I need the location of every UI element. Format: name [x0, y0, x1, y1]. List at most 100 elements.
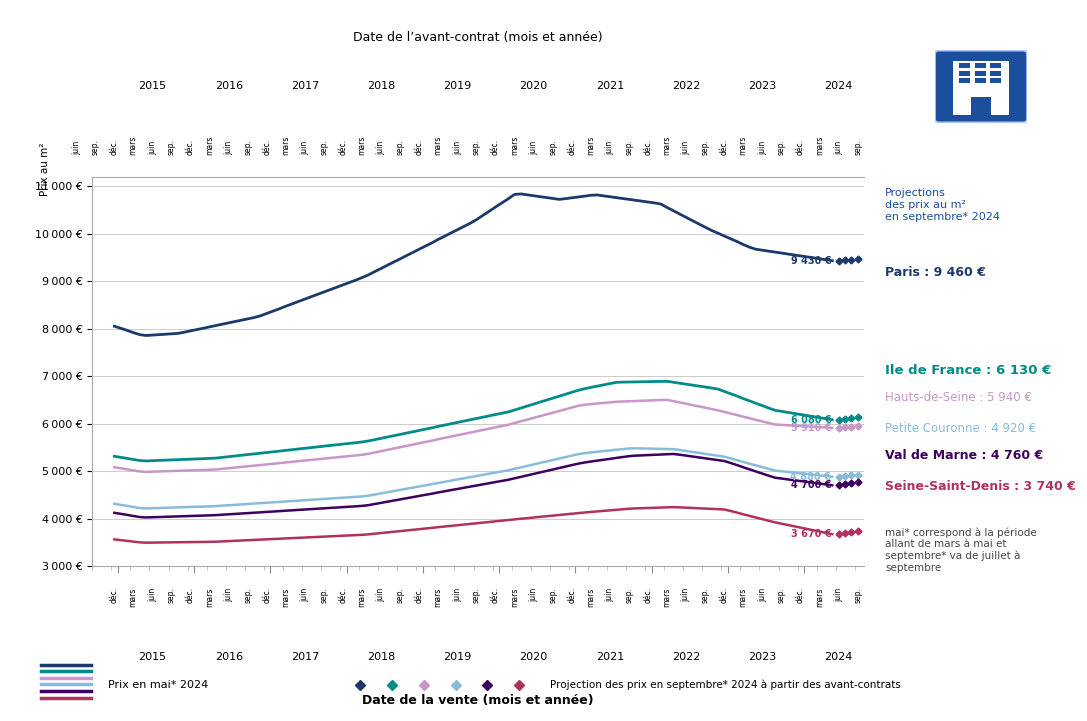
- Text: Projections
des prix au m²
en septembre* 2024: Projections des prix au m² en septembre*…: [886, 188, 1000, 221]
- Bar: [990, 63, 1001, 68]
- Text: Seine-Saint-Denis : 3 740 €: Seine-Saint-Denis : 3 740 €: [886, 480, 1076, 493]
- Text: 2019: 2019: [443, 81, 472, 91]
- Text: sep.: sep.: [472, 588, 482, 603]
- Text: 2023: 2023: [748, 652, 776, 662]
- Text: mars: mars: [282, 588, 290, 607]
- Bar: [990, 71, 1001, 76]
- Text: juin: juin: [834, 588, 844, 601]
- Text: déc.: déc.: [796, 139, 805, 155]
- Text: sep.: sep.: [549, 139, 558, 155]
- Text: juin: juin: [529, 588, 538, 601]
- Text: Paris : 9 460 €: Paris : 9 460 €: [886, 266, 986, 279]
- Text: déc.: déc.: [339, 588, 348, 603]
- Text: sep.: sep.: [701, 588, 710, 603]
- Text: déc.: déc.: [567, 139, 576, 155]
- Text: juin: juin: [529, 141, 538, 155]
- Text: 2020: 2020: [520, 81, 548, 91]
- Text: 2023: 2023: [748, 81, 776, 91]
- Text: Date de l’avant-contrat (mois et année): Date de l’avant-contrat (mois et année): [353, 31, 603, 44]
- Text: 2018: 2018: [367, 81, 396, 91]
- Text: 2015: 2015: [138, 652, 166, 662]
- Text: 9 430 €: 9 430 €: [790, 256, 832, 265]
- Text: 2020: 2020: [520, 652, 548, 662]
- Text: mars: mars: [510, 136, 518, 155]
- Bar: [975, 71, 986, 76]
- Text: déc.: déc.: [186, 139, 195, 155]
- Text: Prix en mai* 2024: Prix en mai* 2024: [108, 680, 209, 690]
- Text: sep.: sep.: [777, 588, 786, 603]
- Text: juin: juin: [224, 588, 234, 601]
- Text: sep.: sep.: [167, 588, 176, 603]
- Text: mars: mars: [282, 136, 290, 155]
- Text: mars: mars: [662, 136, 672, 155]
- Text: Date de la vente (mois et année): Date de la vente (mois et année): [362, 694, 595, 707]
- Text: déc.: déc.: [186, 588, 195, 603]
- Text: Petite Couronne : 4 920 €: Petite Couronne : 4 920 €: [886, 422, 1037, 435]
- Text: mars: mars: [510, 588, 518, 607]
- Text: déc.: déc.: [339, 139, 348, 155]
- Text: déc.: déc.: [262, 588, 272, 603]
- Text: 6 080 €: 6 080 €: [790, 415, 832, 425]
- Text: 2017: 2017: [291, 81, 318, 91]
- Text: déc.: déc.: [415, 139, 424, 155]
- Text: déc.: déc.: [720, 139, 728, 155]
- Text: 5 910 €: 5 910 €: [790, 423, 832, 433]
- Text: mars: mars: [434, 588, 442, 607]
- Text: mars: mars: [358, 136, 366, 155]
- Text: mars: mars: [586, 588, 596, 607]
- Text: déc.: déc.: [110, 588, 118, 603]
- Text: mars: mars: [815, 136, 824, 155]
- Text: Hauts-de-Seine : 5 940 €: Hauts-de-Seine : 5 940 €: [886, 391, 1033, 404]
- Text: déc.: déc.: [110, 139, 118, 155]
- Text: sep.: sep.: [625, 588, 634, 603]
- Text: sep.: sep.: [167, 139, 176, 155]
- Text: déc.: déc.: [415, 588, 424, 603]
- Text: 4 700 €: 4 700 €: [790, 480, 832, 490]
- Text: 2016: 2016: [214, 81, 242, 91]
- Text: sep.: sep.: [243, 139, 252, 155]
- Text: mars: mars: [738, 588, 748, 607]
- Text: juin: juin: [148, 141, 157, 155]
- Text: 2019: 2019: [443, 652, 472, 662]
- Text: juin: juin: [682, 588, 690, 601]
- Text: mars: mars: [128, 136, 138, 155]
- Text: sep.: sep.: [472, 139, 482, 155]
- Text: 2016: 2016: [214, 652, 242, 662]
- Text: déc.: déc.: [262, 139, 272, 155]
- Text: déc.: déc.: [644, 588, 652, 603]
- Text: juin: juin: [300, 588, 310, 601]
- Bar: [959, 63, 970, 68]
- Text: Projection des prix en septembre* 2024 à partir des avant-contrats: Projection des prix en septembre* 2024 à…: [550, 680, 901, 690]
- Text: déc.: déc.: [796, 588, 805, 603]
- Text: mars: mars: [205, 136, 214, 155]
- Text: 3 670 €: 3 670 €: [790, 529, 832, 539]
- Text: mars: mars: [815, 588, 824, 607]
- Text: juin: juin: [300, 141, 310, 155]
- Text: juin: juin: [453, 588, 462, 601]
- Text: 2021: 2021: [596, 652, 624, 662]
- Text: mars: mars: [738, 136, 748, 155]
- Text: déc.: déc.: [567, 588, 576, 603]
- Bar: [971, 97, 991, 115]
- Text: mars: mars: [205, 588, 214, 607]
- Text: Ile de France : 6 130 €: Ile de France : 6 130 €: [886, 363, 1052, 376]
- Text: sep.: sep.: [396, 588, 404, 603]
- Text: sep.: sep.: [853, 588, 862, 603]
- Text: mars: mars: [128, 588, 138, 607]
- Text: Projections des prix des logements anciens: Projections des prix des logements ancie…: [13, 26, 1033, 68]
- Text: juin: juin: [224, 141, 234, 155]
- Text: sep.: sep.: [701, 139, 710, 155]
- Text: 2024: 2024: [825, 652, 853, 662]
- Text: sep.: sep.: [777, 139, 786, 155]
- Bar: [975, 78, 986, 83]
- Text: juin: juin: [453, 141, 462, 155]
- Text: mai* correspond à la période
allant de mars à mai et
septembre* va de juillet à
: mai* correspond à la période allant de m…: [886, 527, 1037, 573]
- Text: sep.: sep.: [549, 588, 558, 603]
- Text: 2024: 2024: [825, 81, 853, 91]
- Text: mars: mars: [358, 588, 366, 607]
- Text: juin: juin: [148, 588, 157, 601]
- Text: Val de Marne : 4 760 €: Val de Marne : 4 760 €: [886, 449, 1044, 462]
- Text: sep.: sep.: [243, 588, 252, 603]
- Text: sep.: sep.: [853, 139, 862, 155]
- Text: sep.: sep.: [396, 139, 404, 155]
